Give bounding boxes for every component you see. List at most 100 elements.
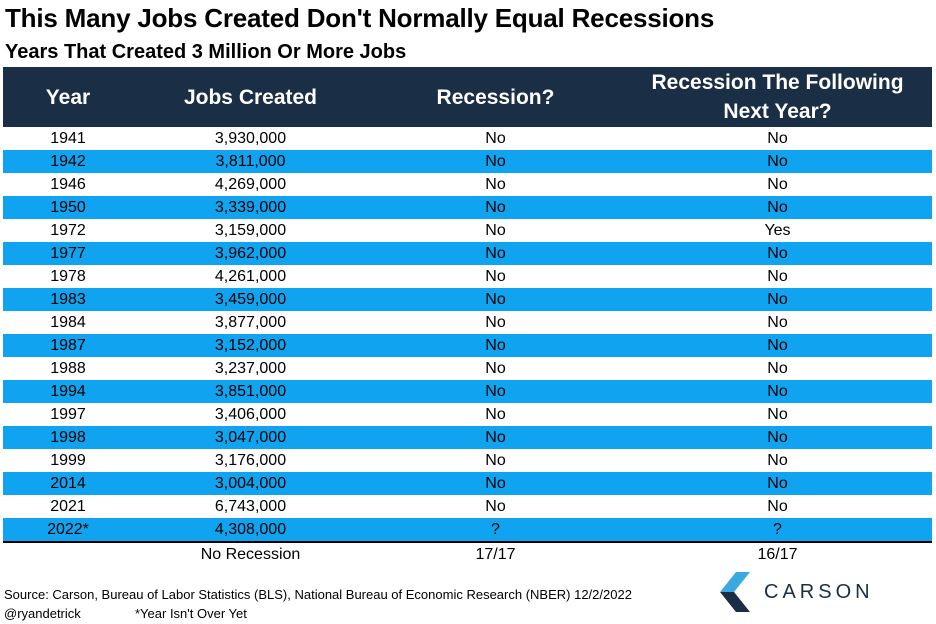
cell-recession-next-year: No xyxy=(767,498,788,515)
cell-year: 1994 xyxy=(50,383,86,400)
table-row: 1942 3,811,000 No No xyxy=(3,150,932,173)
table-row: 1972 3,159,000 No Yes xyxy=(3,219,932,242)
cell-year: 1983 xyxy=(50,291,86,308)
cell-jobs-created: 6,743,000 xyxy=(214,498,287,515)
table-row: 1977 3,962,000 No No xyxy=(3,242,932,265)
cell-recession-next-year: No xyxy=(767,383,788,400)
table-body: 1941 3,930,000 No No 1942 3,811,000 No No 1946 4,… xyxy=(3,127,932,543)
cell-recession-next-year: ? xyxy=(623,518,932,543)
cell-jobs-created: 3,047,000 xyxy=(214,429,287,446)
cell-recession-next-year: No xyxy=(767,176,788,193)
cell-jobs-created: 3,930,000 xyxy=(214,130,287,147)
header-recession: Recession? xyxy=(436,85,555,109)
cell-jobs-created: 3,459,000 xyxy=(214,291,287,308)
cell-jobs-created: 3,877,000 xyxy=(214,314,287,331)
jobs-table: Year Jobs Created Recession? Recession T… xyxy=(3,67,932,567)
cell-year: 2014 xyxy=(50,475,86,492)
cell-year: 1997 xyxy=(50,406,86,423)
cell-year: 1984 xyxy=(50,314,86,331)
table-header: Year Jobs Created Recession? Recession T… xyxy=(3,67,932,127)
cell-recession-next-year: No xyxy=(767,360,788,377)
cell-jobs-created: 3,406,000 xyxy=(214,406,287,423)
cell-jobs-created: 3,962,000 xyxy=(214,245,287,262)
table-row: 1987 3,152,000 No No xyxy=(3,334,932,357)
summary-cell-year xyxy=(3,542,133,567)
cell-year: 1946 xyxy=(50,176,86,193)
cell-recession: No xyxy=(485,245,506,262)
logo-text: CARSON xyxy=(764,581,874,603)
chart-title: This Many Jobs Created Don't Normally Eq… xyxy=(5,3,715,33)
chart-subtitle: Years That Created 3 Million Or More Job… xyxy=(5,41,407,63)
cell-year: 1942 xyxy=(50,153,86,170)
cell-recession-next-year: No xyxy=(767,314,788,331)
summary-cell-next-year: 16/17 xyxy=(757,546,798,563)
footer-source: Source: Carson, Bureau of Labor Statisti… xyxy=(4,587,632,602)
table-row: 1998 3,047,000 No No xyxy=(3,426,932,449)
cell-year: 1977 xyxy=(50,245,86,262)
carson-chevron-logo-icon xyxy=(720,572,750,612)
header-jobs-created: Jobs Created xyxy=(183,85,318,109)
cell-recession: No xyxy=(485,498,506,515)
cell-recession: No xyxy=(485,222,506,239)
table-row: 1946 4,269,000 No No xyxy=(3,173,932,196)
table-summary: No Recession 17/17 16/17 xyxy=(3,542,932,567)
cell-recession-next-year: No xyxy=(767,199,788,216)
table-row: 1988 3,237,000 No No xyxy=(3,357,932,380)
cell-jobs-created: 3,811,000 xyxy=(215,153,286,170)
cell-recession-next-year: No xyxy=(767,153,788,170)
cell-jobs-created: 3,152,000 xyxy=(214,337,287,354)
cell-jobs-created: 4,261,000 xyxy=(214,268,287,285)
header-year: Year xyxy=(45,85,91,109)
cell-recession-next-year: No xyxy=(767,429,788,446)
cell-recession: No xyxy=(485,153,506,170)
cell-recession: No xyxy=(485,429,506,446)
table-row: 1983 3,459,000 No No xyxy=(3,288,932,311)
cell-jobs-created: 3,851,000 xyxy=(214,383,287,400)
table-row: 2021 6,743,000 No No xyxy=(3,495,932,518)
cell-recession-next-year: No xyxy=(767,452,788,469)
footer-note: *Year Isn't Over Yet xyxy=(135,606,247,621)
cell-year: 2022* xyxy=(3,518,133,543)
cell-recession: No xyxy=(485,268,506,285)
cell-jobs-created: 3,004,000 xyxy=(214,475,287,492)
carson-logo: CARSON xyxy=(720,572,900,612)
cell-jobs-created: 3,159,000 xyxy=(214,222,287,239)
table-row: 1997 3,406,000 No No xyxy=(3,403,932,426)
cell-year: 1998 xyxy=(50,429,86,446)
cell-recession: No xyxy=(485,383,506,400)
cell-recession: No xyxy=(485,199,506,216)
cell-recession-next-year: No xyxy=(767,245,788,262)
cell-recession: No xyxy=(485,406,506,423)
cell-jobs-created: 4,308,000 xyxy=(133,518,368,543)
cell-recession: No xyxy=(485,475,506,492)
cell-recession-next-year: No xyxy=(767,291,788,308)
summary-cell-recession: 17/17 xyxy=(475,546,516,563)
header-row: Year Jobs Created Recession? Recession T… xyxy=(3,67,932,127)
cell-recession-next-year: No xyxy=(767,406,788,423)
cell-recession: No xyxy=(485,452,506,469)
cell-year: 1978 xyxy=(50,268,86,285)
summary-row: No Recession 17/17 16/17 xyxy=(3,542,932,567)
header-recession-next-year: Recession The Following Next Year? xyxy=(651,71,904,123)
cell-recession: No xyxy=(485,360,506,377)
cell-year: 1988 xyxy=(50,360,86,377)
cell-recession-next-year: No xyxy=(767,130,788,147)
cell-recession: ? xyxy=(368,518,623,543)
table-row: 1994 3,851,000 No No xyxy=(3,380,932,403)
cell-jobs-created: 3,176,000 xyxy=(214,452,287,469)
cell-jobs-created: 4,269,000 xyxy=(214,176,287,193)
table-row: 1950 3,339,000 No No xyxy=(3,196,932,219)
cell-recession: No xyxy=(485,314,506,331)
table-row: 1941 3,930,000 No No xyxy=(3,127,932,150)
table-row: 1978 4,261,000 No No xyxy=(3,265,932,288)
cell-recession: No xyxy=(485,291,506,308)
cell-year: 2021 xyxy=(50,498,86,515)
cell-jobs-created: 3,237,000 xyxy=(214,360,287,377)
footer-handle: @ryandetrick xyxy=(4,606,81,621)
cell-recession-next-year: Yes xyxy=(764,222,791,239)
table-row: 2022* 4,308,000?? xyxy=(3,518,932,543)
cell-year: 1950 xyxy=(50,199,86,216)
cell-year: 1987 xyxy=(50,337,86,354)
cell-recession: No xyxy=(485,130,506,147)
cell-year: 1999 xyxy=(50,452,86,469)
